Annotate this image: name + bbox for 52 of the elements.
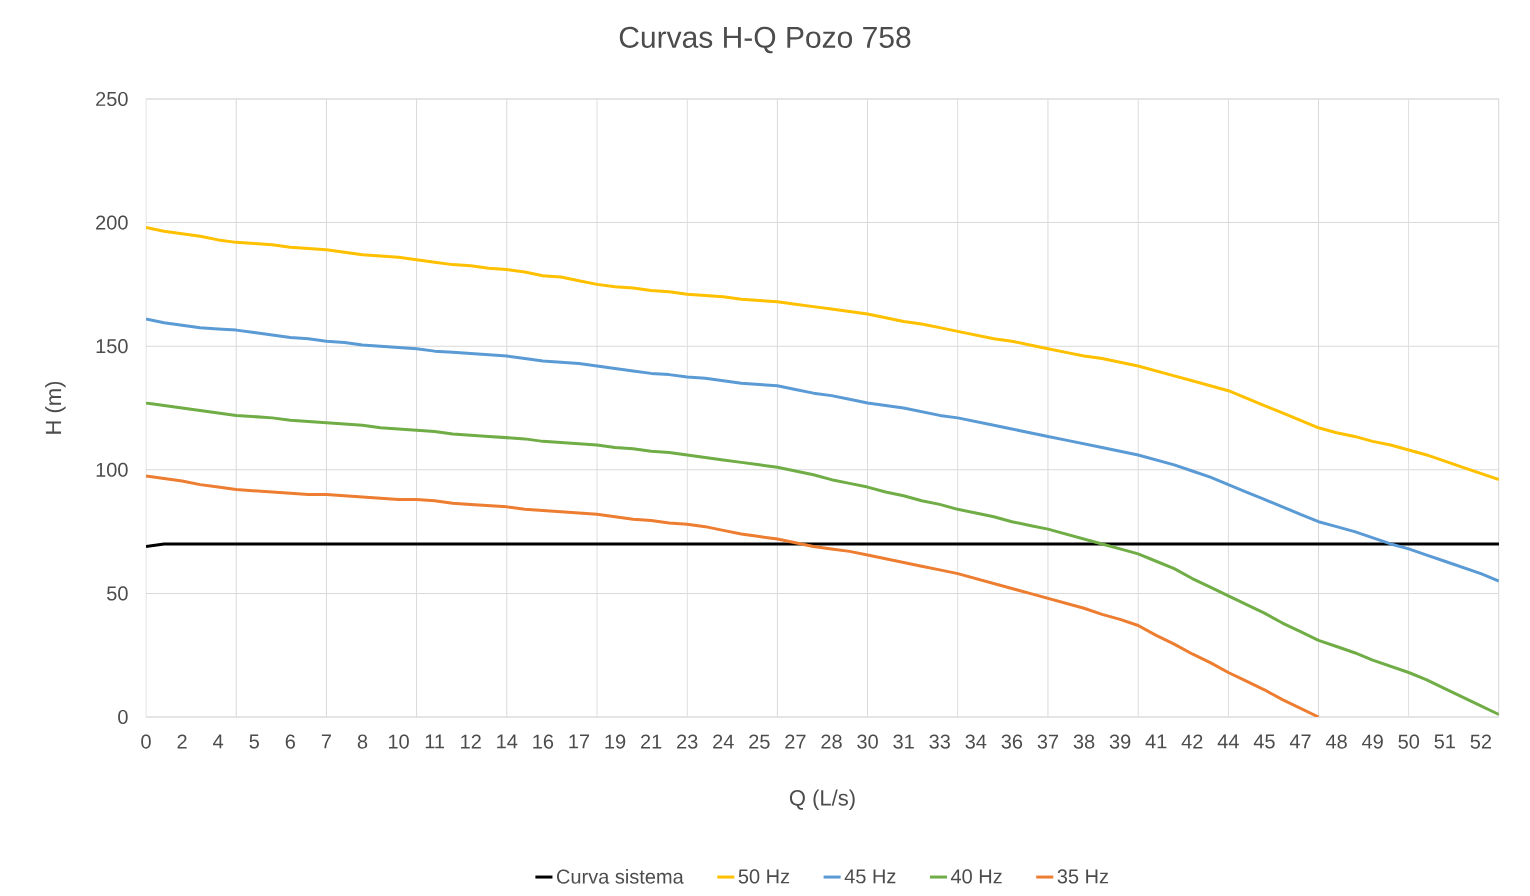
x-tick-label: 30 [857, 734, 878, 749]
x-tick-label: 41 [1145, 734, 1167, 749]
x-tick-label: 6 [285, 734, 295, 749]
x-tick-label: 36 [1001, 734, 1023, 749]
y-tick-label: 50 [107, 586, 128, 601]
x-tick-label: 49 [1361, 734, 1383, 749]
x-tick-label: 12 [461, 734, 481, 749]
legend-label: 35 Hz [1057, 869, 1109, 884]
x-tick-label: 48 [1325, 734, 1347, 749]
x-tick-label: 21 [640, 734, 662, 749]
x-tick-label: 27 [785, 734, 806, 749]
x-tick-label: 52 [1470, 734, 1491, 749]
x-tick-label: 51 [1434, 734, 1455, 749]
legend-label: 50 Hz [738, 869, 790, 884]
x-tick-label: 16 [533, 734, 554, 749]
x-tick-label: 42 [1181, 734, 1203, 749]
x-axis-title: Q (L/s) [789, 789, 855, 811]
x-tick-label: 8 [357, 734, 368, 749]
x-tick-label: 24 [713, 734, 734, 749]
y-tick-label: 150 [96, 339, 128, 354]
x-tick-label: 38 [1073, 734, 1095, 749]
legend-label: Curva sistema [556, 869, 684, 884]
x-tick-label: 45 [1253, 734, 1275, 749]
x-tick-label: 47 [1289, 734, 1311, 749]
x-tick-label: 11 [425, 734, 445, 749]
x-tick-label: 10 [388, 734, 409, 749]
y-axis-title: H (m) [45, 381, 66, 434]
x-tick-label: 31 [893, 734, 914, 749]
x-tick-label: 37 [1037, 734, 1059, 749]
x-tick-label: 19 [605, 734, 626, 749]
x-tick-label: 2 [177, 734, 187, 749]
legend-label: 40 Hz [950, 869, 1002, 884]
x-tick-label: 28 [821, 734, 842, 749]
x-tick-label: 50 [1398, 734, 1420, 749]
x-tick-label: 25 [749, 734, 770, 749]
x-tick-label: 23 [677, 734, 698, 749]
y-tick-label: 0 [118, 709, 128, 725]
y-tick-label: 100 [96, 462, 128, 477]
y-tick-label: 200 [96, 215, 128, 230]
legend-label: 45 Hz [844, 869, 896, 884]
x-tick-label: 0 [141, 734, 151, 749]
x-tick-label: 34 [965, 734, 987, 749]
x-tick-label: 4 [213, 734, 224, 749]
x-tick-label: 17 [569, 734, 590, 749]
x-tick-label: 44 [1217, 734, 1239, 749]
x-tick-label: 7 [321, 734, 331, 749]
y-tick-label: 250 [96, 91, 128, 107]
x-tick-label: 5 [249, 734, 259, 749]
x-tick-label: 39 [1109, 734, 1131, 749]
x-tick-label: 14 [497, 734, 518, 749]
x-tick-label: 33 [929, 734, 950, 749]
chart-title: Curvas H-Q Pozo 758 [619, 26, 911, 54]
